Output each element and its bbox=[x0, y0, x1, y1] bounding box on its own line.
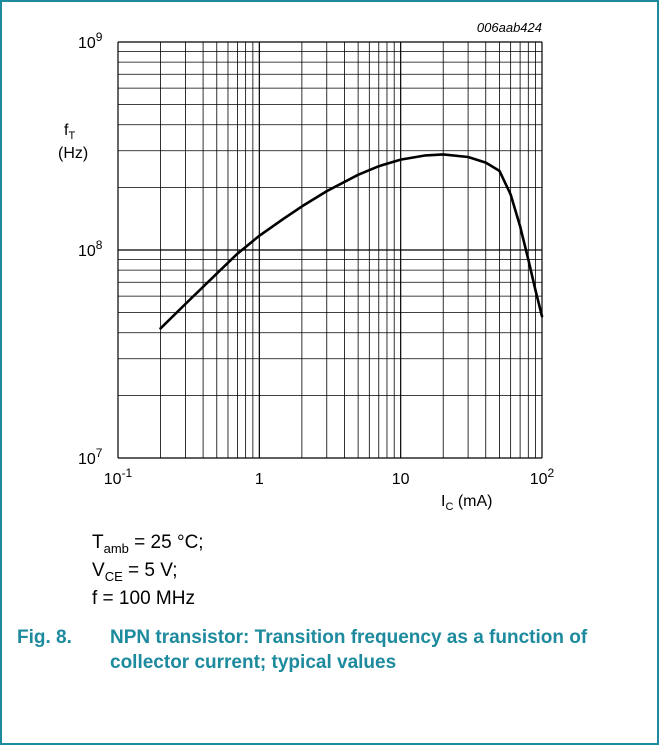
figure-caption-text: NPN transistor: Transition frequency as … bbox=[110, 627, 588, 673]
y-tick-label: 109 bbox=[78, 30, 103, 52]
x-tick-label: 10-1 bbox=[104, 466, 133, 488]
chart-labels: 107 108 109 10-1 1 10 102 006aab424 fT (Hz) IC (mA… bbox=[58, 20, 555, 513]
y-tick-label: 108 bbox=[78, 238, 103, 260]
condition-vce: VCE = 5 V; bbox=[92, 559, 178, 584]
condition-frequency: f = 100 MHz bbox=[92, 587, 195, 609]
x-tick-label: 102 bbox=[530, 466, 555, 488]
x-axis-label: IC (mA) bbox=[441, 493, 493, 513]
x-tick-label: 1 bbox=[255, 471, 264, 488]
chart-curve bbox=[159, 153, 544, 330]
test-conditions: Tamb = 25 °C; VCE = 5 V; f = 100 MHz bbox=[92, 532, 204, 610]
figure-number: Fig. 8. bbox=[17, 627, 72, 648]
chart-grid bbox=[117, 41, 543, 459]
condition-tamb: Tamb = 25 °C; bbox=[92, 532, 204, 556]
y-axis-symbol: fT bbox=[64, 122, 75, 142]
x-tick-label: 10 bbox=[392, 471, 410, 488]
figure-code: 006aab424 bbox=[477, 20, 542, 35]
y-axis-unit: (Hz) bbox=[58, 145, 88, 162]
series-line bbox=[159, 153, 544, 330]
y-tick-label: 107 bbox=[78, 446, 103, 468]
